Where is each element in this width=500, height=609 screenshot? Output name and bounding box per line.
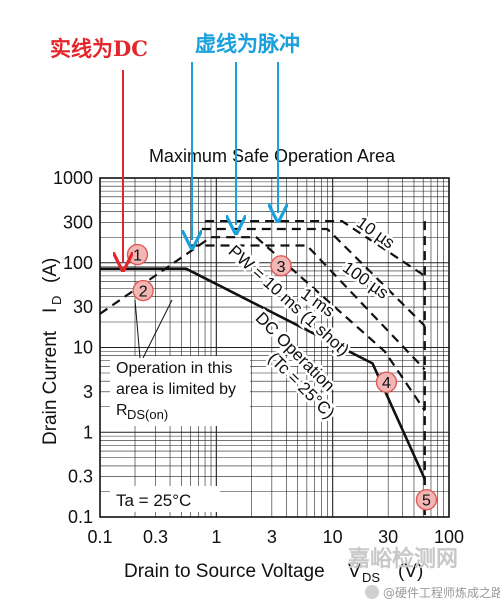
marker-layer: 1 2 3 4 5 bbox=[126, 243, 438, 511]
watermark-text: 嘉峪检测网 bbox=[348, 546, 458, 572]
annotation-dashed-pulse: 虚线为脉冲 bbox=[195, 31, 300, 56]
series-line-2 bbox=[190, 244, 426, 371]
x-tick-label: 1 bbox=[211, 527, 221, 547]
watermark-sub: @硬件工程师炼成之路 bbox=[383, 585, 500, 600]
y-tick-label: 0.1 bbox=[68, 507, 93, 527]
marker-circle-2 bbox=[132, 279, 154, 302]
note-rds-sub: DS(on) bbox=[127, 407, 168, 422]
marker-label-5: 5 bbox=[422, 493, 431, 510]
y-tick-label: 1000 bbox=[53, 168, 93, 188]
y-axis-title: Drain Current bbox=[40, 330, 61, 445]
plot-frame bbox=[99, 177, 450, 518]
note-line-2: area is limited by bbox=[116, 381, 236, 398]
note-rds: R bbox=[116, 402, 128, 419]
series-line-1 bbox=[99, 236, 426, 412]
curve-label-0: 10 µs bbox=[353, 213, 398, 253]
y-tick-label: 300 bbox=[63, 212, 93, 232]
x-tick-label: 0.1 bbox=[87, 527, 112, 547]
y-tick-label: 30 bbox=[73, 297, 93, 317]
annotation-solid-dc: 实线为DC bbox=[50, 36, 148, 61]
y-tick-label: 3 bbox=[83, 382, 93, 402]
temp-label: Ta = 25°C bbox=[116, 491, 191, 510]
marker-label-3: 3 bbox=[277, 259, 286, 276]
title-background bbox=[132, 142, 414, 168]
temp-label-background bbox=[110, 486, 220, 512]
chart-title: Maximum Safe Operation Area bbox=[149, 146, 396, 166]
series-line-4 bbox=[205, 220, 426, 277]
x-tick-label: 3 bbox=[267, 527, 277, 547]
note-pointer-line-2 bbox=[142, 299, 173, 359]
series-line-3 bbox=[201, 227, 426, 327]
note-pointer-line bbox=[134, 299, 141, 359]
curve-label-1: 100 µs bbox=[339, 258, 392, 303]
marker-label-2: 2 bbox=[139, 284, 148, 301]
y-tick-label: 10 bbox=[73, 338, 93, 358]
marker-circle-5 bbox=[415, 489, 438, 511]
ticks-layer: 0.1 0.3 1 3 10 30 100 0.1 0.3 1 3 10 30 100 300 1000 bbox=[53, 168, 464, 547]
note-line-1: Operation in this bbox=[116, 360, 233, 377]
marker-label-1: 1 bbox=[133, 248, 142, 265]
x-axis-title: Drain to Source Voltage bbox=[124, 561, 325, 582]
curve-layer bbox=[99, 220, 426, 517]
wechat-icon bbox=[365, 585, 379, 599]
series-line-0 bbox=[100, 267, 426, 480]
marker-circle-3 bbox=[270, 255, 292, 277]
grid-layer bbox=[100, 178, 449, 517]
x-axis-unit: (V) bbox=[398, 561, 423, 582]
y-axis-unit: (A) bbox=[40, 258, 61, 283]
marker-circle-4 bbox=[375, 371, 398, 393]
x-tick-label: 0.3 bbox=[143, 527, 168, 547]
x-tick-label: 10 bbox=[323, 527, 343, 547]
y-tick-label: 1 bbox=[83, 422, 93, 442]
x-tick-label: 100 bbox=[434, 527, 464, 547]
x-tick-label: 30 bbox=[378, 527, 398, 547]
y-axis-symbol-sub: D bbox=[49, 296, 64, 305]
limit-note: Operation in this area is limited by R D… bbox=[110, 299, 250, 426]
y-tick-label: 100 bbox=[63, 253, 93, 273]
marker-label-4: 4 bbox=[382, 375, 391, 392]
x-axis-symbol: V bbox=[348, 561, 361, 582]
x-axis-symbol-sub: DS bbox=[362, 570, 380, 585]
y-tick-label: 0.3 bbox=[68, 467, 93, 487]
y-axis-symbol: I bbox=[40, 308, 61, 313]
